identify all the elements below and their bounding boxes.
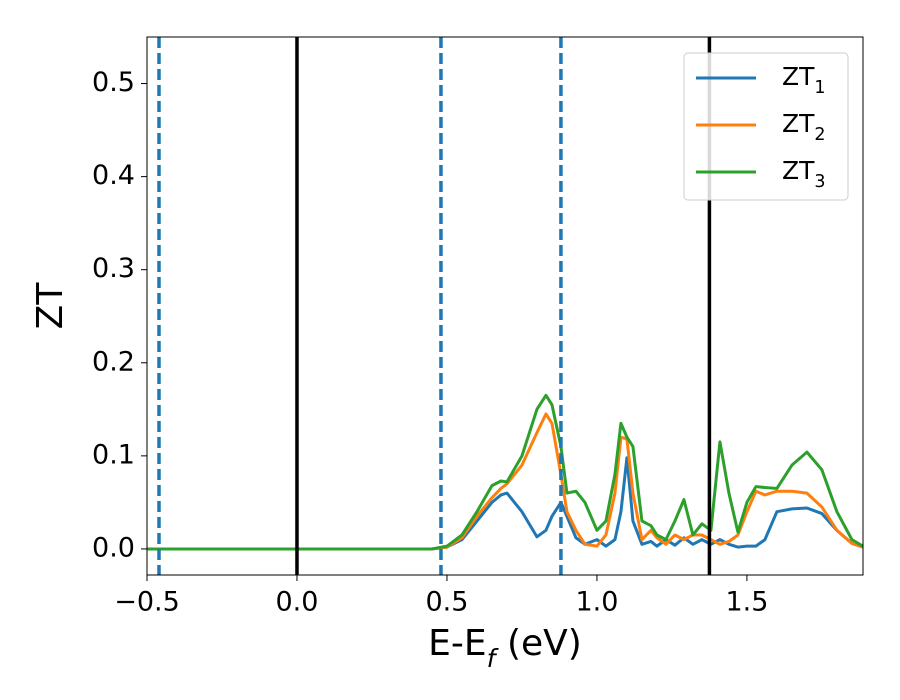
- y-tick-label: 0.4: [92, 160, 135, 191]
- line-series: [147, 456, 864, 551]
- line-series: [147, 393, 864, 551]
- y-axis-label: ZT: [30, 282, 71, 330]
- x-tick-label: 1.5: [725, 587, 768, 618]
- x-tick-label: 0.5: [425, 587, 468, 618]
- x-tick-label: −0.5: [114, 587, 180, 618]
- y-tick-label: 0.1: [92, 439, 135, 470]
- x-tick-label: 1.0: [575, 587, 618, 618]
- y-tick-label: 0.2: [92, 346, 135, 377]
- x-tick-label: 0.0: [276, 587, 319, 618]
- y-tick-label: 0.5: [92, 67, 135, 98]
- legend-frame: [683, 52, 849, 201]
- plot-frame: [146, 36, 864, 576]
- y-tick-label: 0.0: [92, 532, 135, 563]
- y-tick-label: 0.3: [92, 253, 135, 284]
- line-series: [147, 412, 864, 551]
